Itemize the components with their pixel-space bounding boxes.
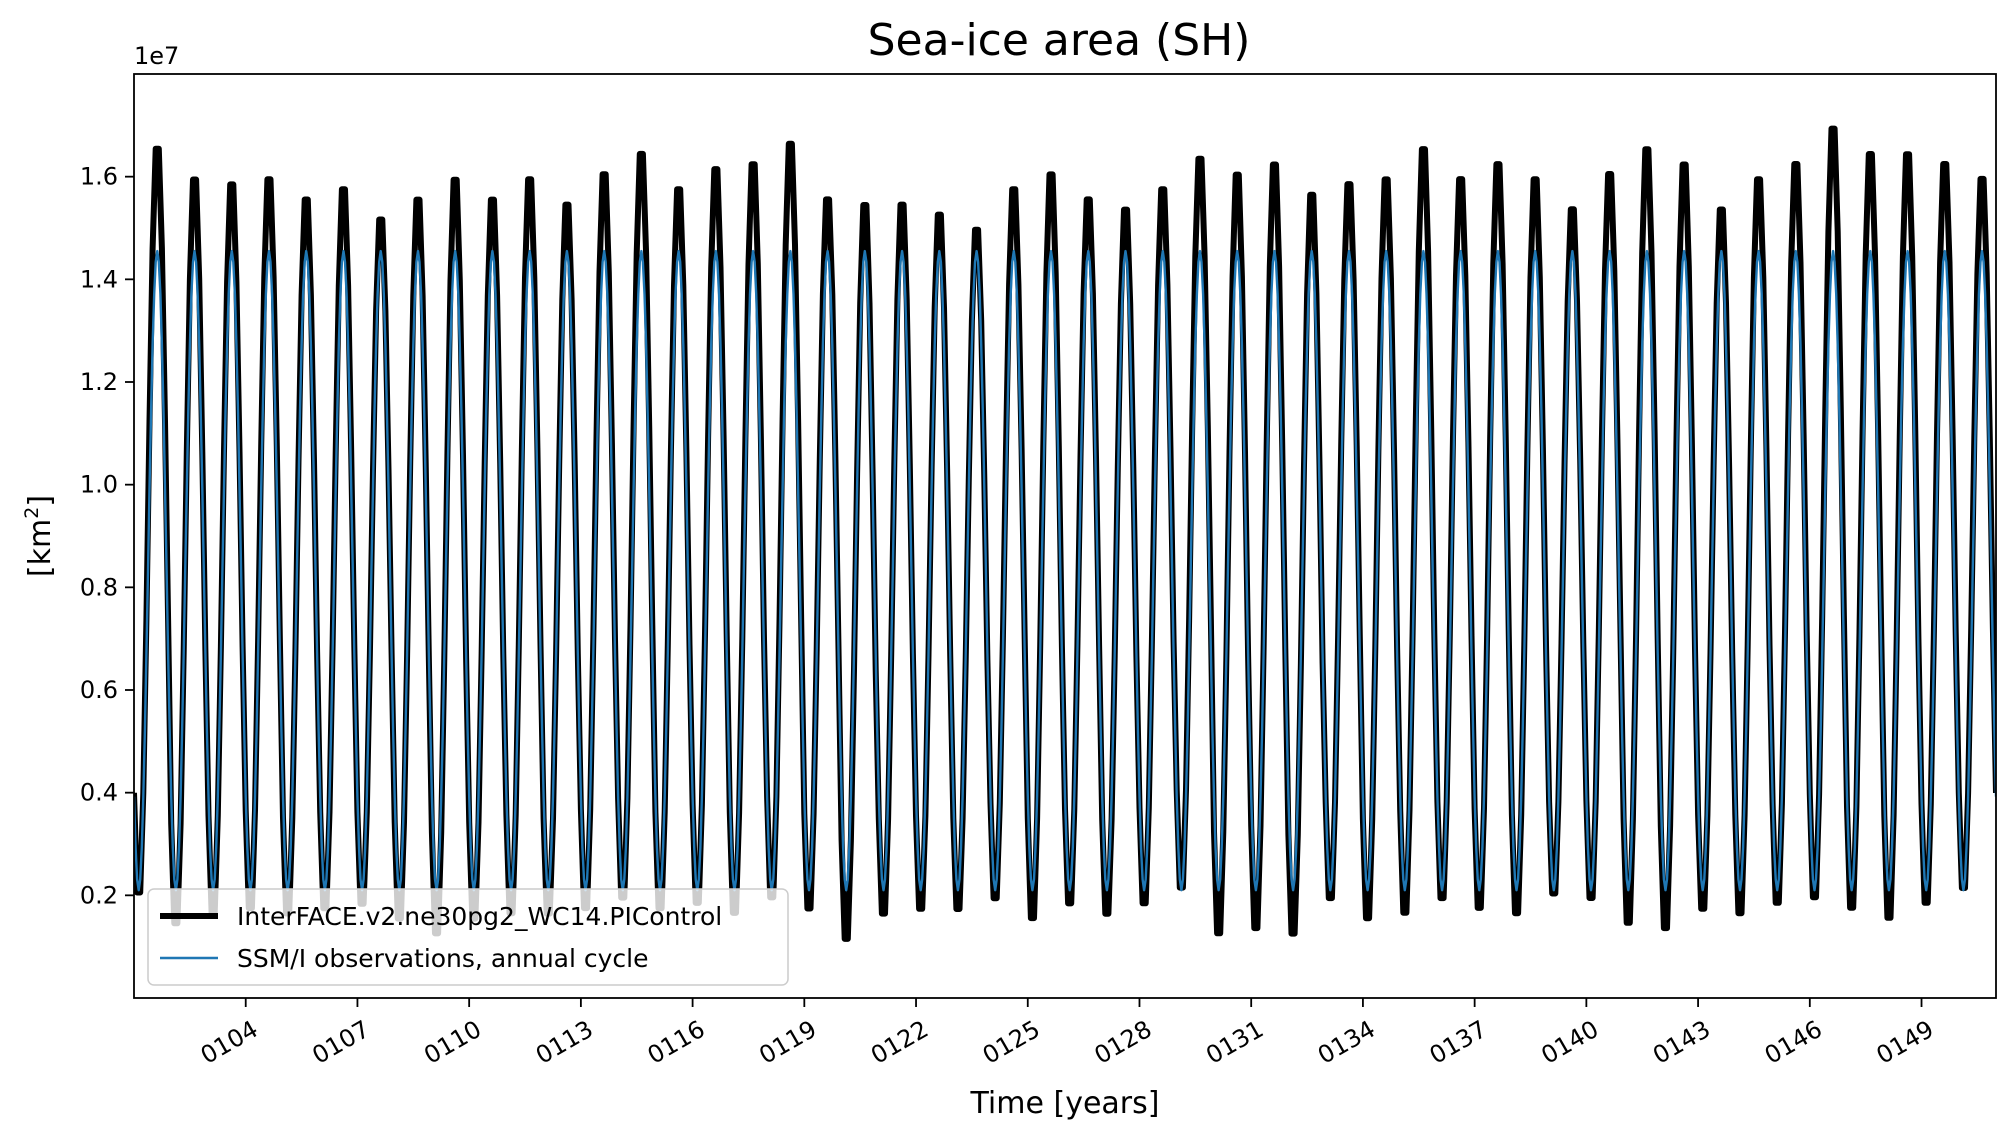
y-tick-label: 1.6: [80, 163, 118, 191]
series-line-observations: [134, 249, 1996, 892]
y-tick-label: 1.4: [80, 265, 118, 293]
plot-frame: [133, 73, 1997, 999]
legend: InterFACE.v2.ne30pg2_WC14.PIControl SSM/…: [147, 888, 789, 986]
y-tick-label: 1.2: [80, 368, 118, 396]
x-axis-label: Time [years]: [970, 1086, 1160, 1121]
y-axis-label-superscript: 2: [21, 507, 43, 519]
y-axis-label: [km2]: [21, 495, 58, 577]
legend-box: [147, 888, 789, 986]
y-axis-label-prefix: [km: [23, 519, 58, 577]
y-axis: 0.2 0.4 0.6 0.8 1.0 1.2 1.4 1.6: [80, 163, 134, 909]
y-axis-label-suffix: ]: [23, 495, 58, 507]
chart-title: Sea-ice area (SH): [868, 15, 1251, 66]
series-layer: [134, 125, 1996, 942]
y-axis-offset-text: 1e7: [134, 42, 179, 70]
legend-label-model: InterFACE.v2.ne30pg2_WC14.PIControl: [237, 902, 722, 931]
y-tick-label: 0.2: [80, 881, 118, 909]
legend-label-observations: SSM/I observations, annual cycle: [237, 944, 649, 973]
y-tick-label: 0.8: [80, 573, 118, 601]
y-tick-label: 0.4: [80, 779, 118, 807]
y-tick-label: 1.0: [80, 471, 118, 499]
y-tick-label: 0.6: [80, 676, 118, 704]
